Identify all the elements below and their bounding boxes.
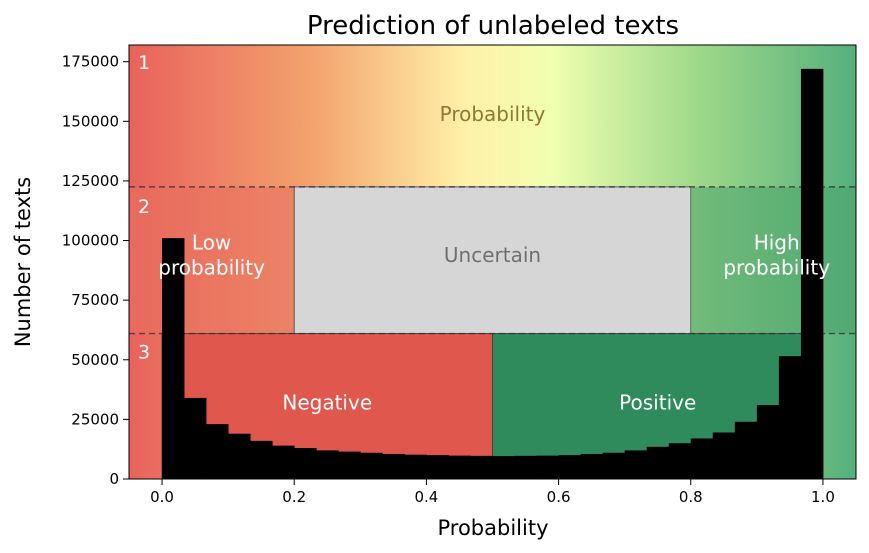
y-tick-label: 50000 [71, 351, 119, 369]
y-axis-title: Number of texts [11, 177, 35, 347]
histogram-bar [492, 456, 515, 479]
histogram-bar [778, 356, 802, 479]
histogram-bar [228, 433, 251, 479]
y-tick-label: 75000 [71, 291, 119, 309]
band-2-region-1 [293, 186, 692, 335]
x-axis-title: Probability [437, 516, 548, 540]
x-tick-label: 0.6 [547, 488, 571, 506]
chart-title: Prediction of unlabeled texts [307, 11, 679, 41]
histogram-bar [360, 452, 383, 479]
band-label-level2-2: High [754, 230, 800, 254]
histogram-bar [470, 455, 493, 479]
histogram-bar [624, 450, 648, 479]
histogram-bar [448, 455, 471, 479]
y-tick-label: 0 [109, 470, 119, 488]
histogram-bar [250, 440, 273, 479]
y-tick-label: 175000 [62, 53, 119, 71]
histogram-bar [558, 455, 581, 479]
histogram-bar [206, 424, 229, 479]
band-label-level2-0: Low [192, 230, 231, 254]
y-axis: 0 25000 50000 75000 100000 125000 150000 175000 [62, 53, 129, 488]
y-tick-label: 100000 [62, 232, 119, 250]
band-label-level2-0: probability [158, 255, 265, 279]
y-tick-label: 125000 [62, 172, 119, 190]
band-labels: ProbabilityLowprobabilityUncertainHighpr… [138, 52, 830, 415]
plot-area: ProbabilityLowprobabilityUncertainHighpr… [129, 45, 856, 479]
x-tick-label: 0.8 [679, 488, 703, 506]
histogram-bar [712, 432, 736, 479]
histogram-bar [734, 421, 758, 479]
histogram-bar [756, 405, 780, 479]
histogram-bar [602, 452, 626, 479]
histogram-bar [272, 445, 295, 479]
x-tick-label: 0.2 [282, 488, 306, 506]
band-label-level3-1: Positive [619, 391, 696, 415]
band-marker-3: 3 [138, 342, 150, 364]
x-tick-label: 1.0 [811, 488, 835, 506]
histogram-bar [338, 451, 361, 479]
histogram-bar [382, 453, 405, 479]
band-marker-2: 2 [138, 196, 150, 218]
x-tick-label: 0.0 [150, 488, 174, 506]
histogram-bar [668, 443, 692, 479]
plot-frame [128, 44, 857, 480]
histogram-bar [514, 455, 537, 479]
histogram-bar [580, 453, 604, 479]
histogram-bars [162, 68, 824, 479]
band-2-region-2 [690, 186, 856, 334]
y-tick-label: 25000 [71, 410, 119, 428]
histogram-bar [404, 454, 427, 479]
band-label-probability: Probability [440, 102, 546, 126]
band-2-region-0 [129, 186, 295, 334]
histogram-bar [690, 438, 714, 479]
band-label-level2-1: Uncertain [444, 243, 541, 267]
band-label-level3-0: Negative [282, 391, 372, 415]
histogram-bar [184, 397, 207, 479]
histogram-bar [426, 455, 449, 479]
x-axis: 0.0 0.2 0.4 0.6 0.8 1.0 [150, 479, 835, 506]
y-tick-label: 150000 [62, 112, 119, 130]
histogram-bar [294, 448, 317, 479]
band-label-level2-2: probability [723, 255, 830, 279]
band-marker-1: 1 [138, 52, 150, 74]
histogram-bar [536, 455, 559, 479]
histogram-bar [316, 450, 339, 479]
histogram-bar [162, 238, 185, 479]
histogram-bar [646, 446, 670, 479]
histogram-bar [800, 68, 824, 479]
x-tick-label: 0.4 [414, 488, 438, 506]
